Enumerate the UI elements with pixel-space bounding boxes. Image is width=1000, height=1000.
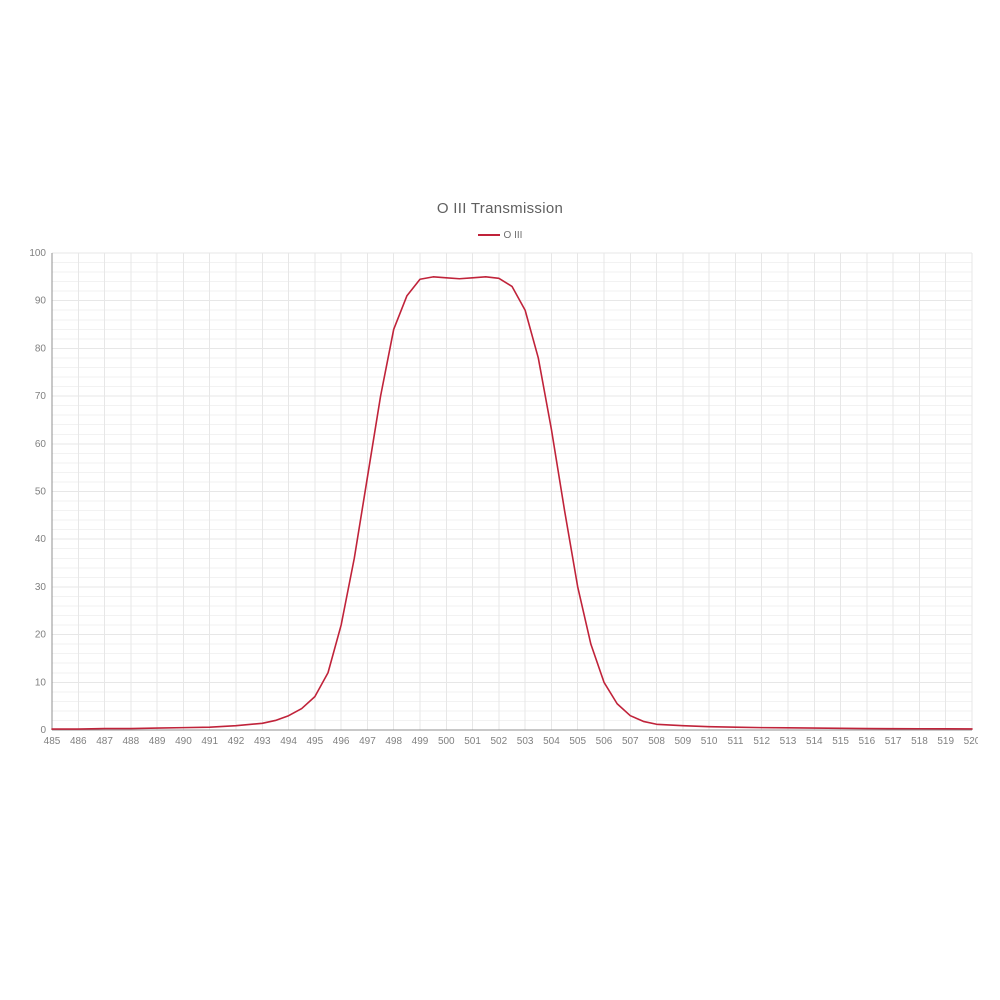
- svg-text:488: 488: [123, 736, 140, 747]
- svg-text:497: 497: [359, 736, 376, 747]
- svg-text:489: 489: [149, 736, 166, 747]
- svg-text:20: 20: [35, 630, 47, 641]
- svg-text:500: 500: [438, 736, 455, 747]
- svg-text:10: 10: [35, 677, 47, 688]
- svg-text:494: 494: [280, 736, 297, 747]
- legend-item: O III: [478, 230, 523, 241]
- svg-text:90: 90: [35, 296, 47, 307]
- svg-text:519: 519: [937, 736, 954, 747]
- chart-svg: 0 10 20 30 40 50 60 70 80 90 100 485 486 487 488 489 490…: [28, 247, 978, 752]
- page: O III Transmission O III 0 10 20 30 40 50 60 70…: [0, 0, 1000, 1000]
- svg-text:516: 516: [859, 736, 876, 747]
- svg-text:499: 499: [412, 736, 429, 747]
- svg-text:0: 0: [40, 725, 46, 736]
- plot-area: 0 10 20 30 40 50 60 70 80 90 100 485 486 487 488 489 490…: [28, 247, 982, 752]
- chart-legend: O III: [0, 223, 1000, 241]
- svg-text:501: 501: [464, 736, 481, 747]
- svg-text:515: 515: [832, 736, 849, 747]
- svg-text:40: 40: [35, 534, 47, 545]
- svg-text:50: 50: [35, 487, 47, 498]
- svg-text:504: 504: [543, 736, 560, 747]
- svg-text:505: 505: [569, 736, 586, 747]
- svg-text:510: 510: [701, 736, 718, 747]
- svg-text:511: 511: [727, 736, 743, 747]
- svg-text:80: 80: [35, 343, 47, 354]
- series-line: [52, 277, 972, 729]
- svg-text:496: 496: [333, 736, 350, 747]
- svg-text:70: 70: [35, 391, 47, 402]
- svg-text:508: 508: [648, 736, 665, 747]
- svg-text:502: 502: [491, 736, 508, 747]
- svg-text:513: 513: [780, 736, 797, 747]
- svg-text:486: 486: [70, 736, 87, 747]
- legend-label: O III: [504, 230, 523, 241]
- svg-text:485: 485: [44, 736, 61, 747]
- svg-text:520: 520: [964, 736, 978, 747]
- svg-text:30: 30: [35, 582, 47, 593]
- svg-text:506: 506: [596, 736, 613, 747]
- svg-text:517: 517: [885, 736, 902, 747]
- svg-text:512: 512: [753, 736, 770, 747]
- svg-text:487: 487: [96, 736, 113, 747]
- svg-text:491: 491: [201, 736, 218, 747]
- legend-swatch: [478, 234, 500, 236]
- svg-text:490: 490: [175, 736, 192, 747]
- svg-text:503: 503: [517, 736, 534, 747]
- svg-text:492: 492: [228, 736, 245, 747]
- svg-text:493: 493: [254, 736, 271, 747]
- svg-text:495: 495: [307, 736, 324, 747]
- svg-text:100: 100: [29, 248, 46, 259]
- svg-text:60: 60: [35, 439, 47, 450]
- chart-container: O III Transmission O III 0 10 20 30 40 50 60 70…: [0, 200, 1000, 752]
- svg-text:509: 509: [675, 736, 692, 747]
- chart-title: O III Transmission: [0, 200, 1000, 217]
- svg-text:514: 514: [806, 736, 823, 747]
- svg-text:507: 507: [622, 736, 639, 747]
- svg-text:518: 518: [911, 736, 928, 747]
- svg-text:498: 498: [385, 736, 402, 747]
